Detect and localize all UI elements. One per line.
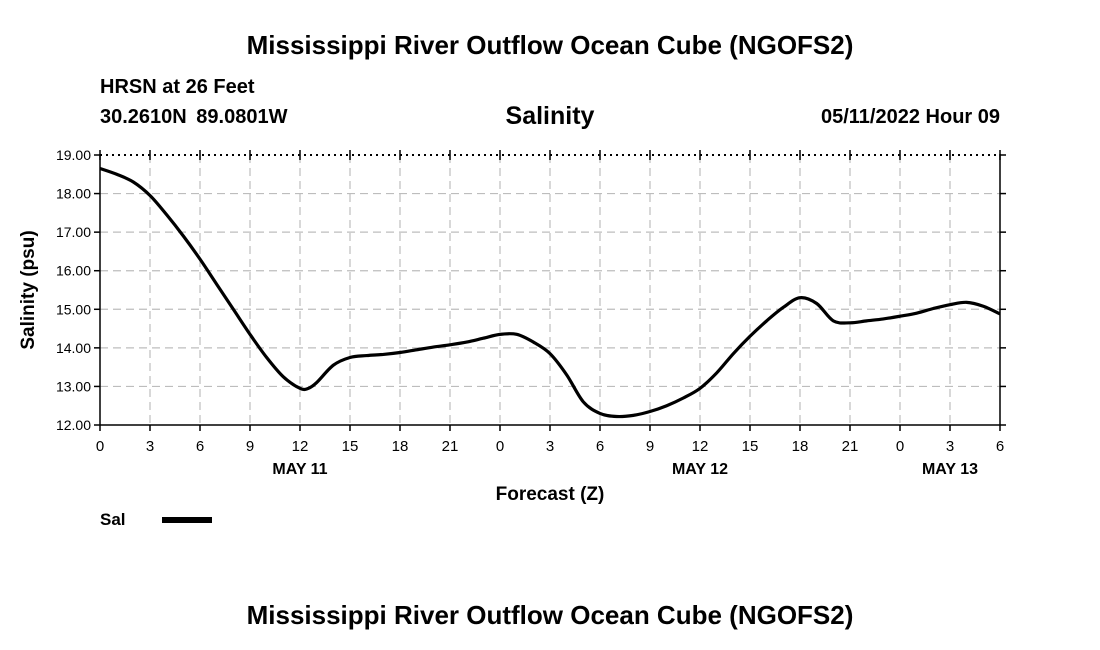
y-tick-label: 16.00 (56, 263, 91, 279)
x-tick-label: 12 (292, 438, 309, 455)
x-tick-label: 3 (546, 438, 554, 455)
y-tick-label: 19.00 (56, 147, 91, 163)
x-tick-label: 15 (742, 438, 759, 455)
series-line-sal (99, 166, 1001, 419)
y-tick-label: 18.00 (56, 186, 91, 202)
day-label: MAY 12 (672, 461, 728, 478)
y-axis-title: Salinity (psu) (18, 230, 39, 349)
x-tick-label: 3 (146, 438, 154, 455)
x-tick-label: 12 (692, 438, 709, 455)
x-tick-label: 21 (842, 438, 859, 455)
station-label: HRSN at 26 Feet (100, 76, 255, 98)
x-tick-label: 3 (946, 438, 954, 455)
day-label: MAY 11 (272, 461, 327, 478)
y-tick-label: 13.00 (56, 378, 91, 394)
x-tick-label: 9 (246, 438, 254, 455)
legend-label: Sal (100, 510, 126, 529)
x-tick-label: 0 (896, 438, 904, 455)
forecast-datetime: 05/11/2022 Hour 09 (820, 106, 1000, 128)
x-tick-label: 6 (996, 438, 1004, 455)
day-label: MAY 13 (922, 461, 978, 478)
x-axis-title: Forecast (Z) (496, 484, 605, 505)
x-tick-label: 18 (392, 438, 409, 455)
legend-swatch (162, 517, 212, 523)
x-tick-label: 0 (96, 438, 104, 455)
y-tick-label: 15.00 (56, 301, 91, 317)
page-title: Mississippi River Outflow Ocean Cube (NG… (246, 30, 854, 60)
x-tick-label: 0 (496, 438, 504, 455)
x-tick-label: 21 (442, 438, 459, 455)
chart-title: Salinity (505, 102, 595, 130)
y-tick-label: 12.00 (56, 417, 91, 433)
x-tick-label: 15 (342, 438, 359, 455)
x-tick-label: 6 (596, 438, 604, 455)
x-tick-label: 6 (196, 438, 204, 455)
x-tick-label: 9 (646, 438, 654, 455)
y-tick-label: 17.00 (56, 224, 91, 240)
x-tick-label: 18 (792, 438, 809, 455)
footer-title: Mississippi River Outflow Ocean Cube (NG… (246, 600, 854, 630)
y-tick-label: 14.00 (56, 340, 91, 356)
station-coordinates: 30.2610N 89.0801W (100, 106, 288, 128)
